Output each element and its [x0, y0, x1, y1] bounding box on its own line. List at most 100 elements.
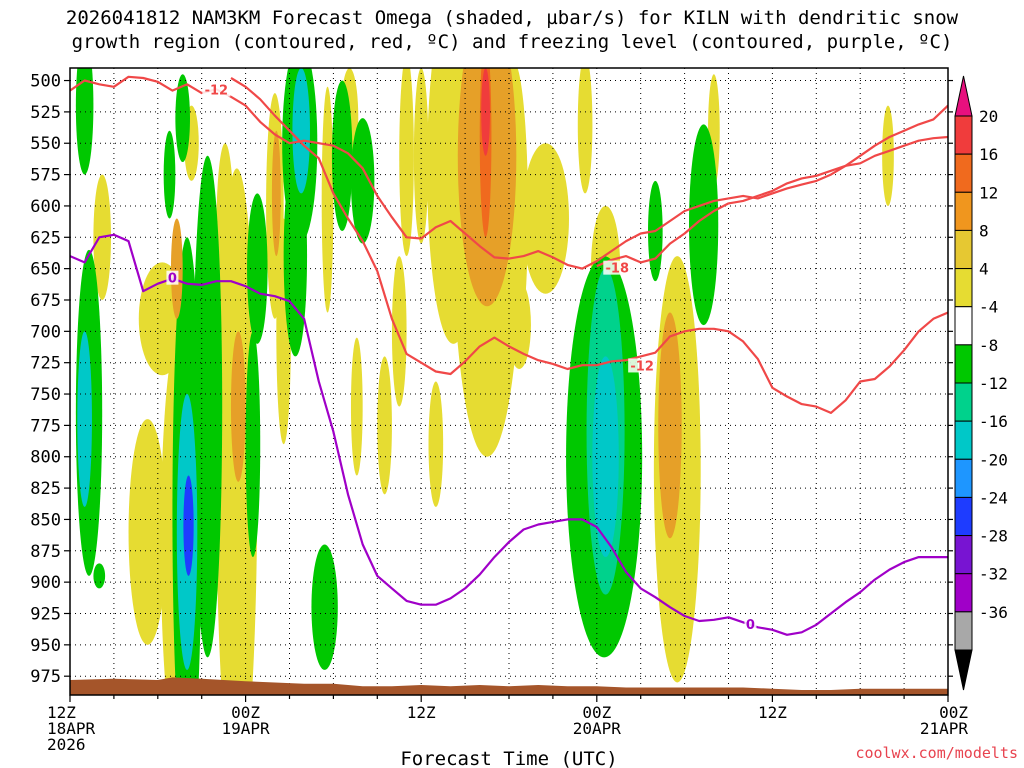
colorbar-bin [954, 268, 973, 308]
colorbar-bin [954, 496, 973, 537]
x-tick-label: 12Z [47, 703, 76, 722]
contour-dsz_lower [230, 77, 948, 414]
y-tick-label: 750 [30, 385, 61, 405]
y-tick-label: 825 [30, 479, 61, 499]
y-tick-label: 500 [30, 72, 61, 92]
y-tick-label: 850 [30, 510, 61, 530]
y-tick-label: 625 [30, 228, 61, 248]
colorbar-label: -28 [979, 527, 1008, 546]
terrain-fill [70, 677, 948, 695]
colorbar-label: 12 [979, 183, 998, 202]
colorbar-bin [954, 458, 973, 498]
x-axis-title: Forecast Time (UTC) [400, 748, 617, 768]
x-tick-label: 21APR [920, 719, 969, 738]
y-tick-label: 875 [30, 542, 61, 562]
contour-label: -12 [630, 359, 654, 374]
colorbar-bin [954, 382, 973, 422]
omega-cell [882, 105, 894, 206]
colorbar-bin [954, 611, 973, 651]
colorbar-label: -12 [979, 374, 1008, 393]
y-tick-label: 725 [30, 354, 61, 374]
site-credit[interactable]: coolwx.com/modelts [855, 744, 1018, 762]
omega-cell [292, 68, 310, 194]
colorbar-label: 20 [979, 107, 998, 126]
colorbar-bin [954, 115, 973, 155]
contour-label-bg [744, 616, 757, 631]
omega-cell [321, 86, 334, 313]
colorbar-bin [954, 535, 973, 575]
colorbar-bottom-arrow [954, 649, 973, 691]
x-tick-label: 18APR [47, 719, 96, 738]
colorbar-label: -4 [979, 298, 998, 317]
omega-cell [577, 68, 593, 194]
omega-shading [75, 68, 894, 695]
colorbar-bin [954, 344, 973, 384]
y-tick-label: 925 [30, 604, 61, 624]
omega-cell [391, 256, 407, 407]
y-tick-label: 675 [30, 291, 61, 311]
colorbar-bin [954, 153, 973, 193]
omega-cell [658, 312, 682, 539]
colorbar-label: -32 [979, 565, 1008, 584]
omega-cell [413, 68, 429, 244]
colorbar-bin [954, 573, 973, 613]
omega-cell [163, 130, 176, 219]
omega-cell [350, 118, 375, 244]
omega-cell [192, 155, 223, 658]
title-line-2: growth region (contoured, red, ºC) and f… [71, 31, 953, 53]
x-tick-label: 19APR [222, 719, 271, 738]
omega-cell [271, 130, 281, 257]
colorbar-bin [954, 306, 973, 346]
colorbar: 20 16 12 8 4 -4 -8 -12 -16 -20 -24 -28 -32 -36 [954, 75, 1008, 691]
omega-cell [245, 331, 261, 558]
x-tick-label: 12Z [407, 703, 436, 722]
contour-label-bg [202, 82, 231, 97]
contour-label: -18 [606, 262, 630, 277]
contour-label-bg [166, 270, 179, 285]
omega-cell [230, 331, 246, 482]
contour-label-bg [603, 260, 632, 275]
colorbar-label: -8 [979, 336, 998, 355]
omega-cell [507, 281, 531, 369]
y-tick-label: 700 [30, 322, 61, 342]
x-tick-label: 12Z [758, 703, 787, 722]
omega-cell [93, 563, 106, 589]
contour-label: -12 [205, 84, 229, 99]
colorbar-bin [954, 191, 973, 231]
omega-cell [170, 218, 183, 319]
contour-label: 0 [168, 272, 177, 287]
omega-cell [350, 337, 363, 476]
y-tick-label: 975 [30, 667, 61, 687]
colorbar-label: -36 [979, 603, 1008, 622]
x-tick-label: 00Z [231, 703, 260, 722]
omega-cell [247, 193, 268, 344]
x-tick-label: 00Z [939, 703, 968, 722]
omega-cell [128, 419, 167, 645]
colorbar-label: -20 [979, 450, 1008, 469]
x-tick-label: 2026 [47, 735, 86, 754]
colorbar-label: -16 [979, 412, 1008, 431]
y-tick-label: 800 [30, 448, 61, 468]
omega-cell [399, 68, 414, 257]
x-tick-label: 20APR [573, 719, 622, 738]
omega-cell [216, 143, 234, 319]
colorbar-top-arrow [954, 75, 973, 117]
y-axis: 500 525 550 575 600 625 650 675 700 725 750 775 800 8… [30, 72, 953, 687]
y-tick-label: 525 [30, 103, 61, 123]
terrain-surface [70, 677, 948, 695]
colorbar-label: 16 [979, 145, 998, 164]
omega-cell [77, 331, 92, 507]
colorbar-bin [954, 229, 973, 270]
omega-cell [75, 68, 94, 175]
colorbar-label: -24 [979, 488, 1008, 507]
y-tick-label: 900 [30, 573, 61, 593]
y-tick-label: 550 [30, 134, 61, 154]
omega-cell [175, 74, 190, 163]
omega-cell [311, 544, 338, 670]
y-tick-label: 575 [30, 166, 61, 186]
colorbar-bin [954, 420, 973, 460]
y-tick-label: 775 [30, 416, 61, 436]
omega-cell [377, 356, 392, 495]
